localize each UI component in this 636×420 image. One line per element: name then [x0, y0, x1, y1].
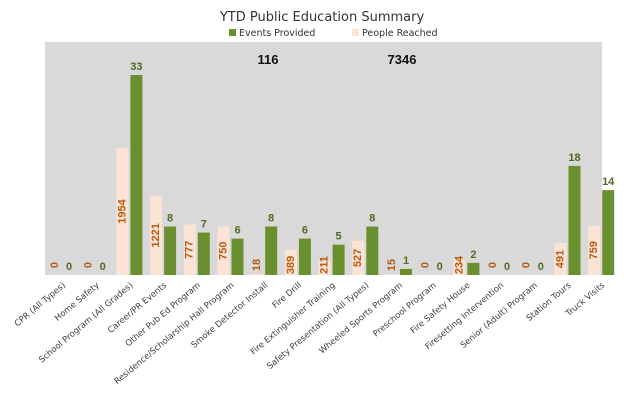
label-events-provided: 7	[201, 219, 207, 231]
label-people-reached: 750	[217, 241, 229, 259]
label-events-provided: 0	[538, 261, 544, 273]
label-people-reached: 527	[352, 249, 364, 267]
label-people-reached: 0	[83, 262, 95, 268]
bar-people-reached	[318, 261, 331, 275]
total-events: 116	[258, 52, 279, 67]
label-people-reached: 15	[386, 259, 398, 271]
bar-people-reached	[217, 226, 230, 275]
label-events-provided: 0	[66, 261, 72, 273]
legend: Events Provided People Reached	[229, 28, 438, 39]
x-tick-label: Residence/Scholarship Hall Program	[113, 281, 237, 387]
label-events-provided: 8	[167, 213, 173, 225]
label-people-reached: 389	[285, 256, 297, 274]
legend-swatch-events	[229, 29, 236, 36]
x-tick-label: Preschool Program	[371, 281, 438, 340]
bar-people-reached	[588, 225, 601, 275]
label-events-provided: 6	[234, 225, 240, 237]
label-people-reached: 1221	[150, 223, 162, 247]
bar-events-provided	[130, 75, 143, 275]
legend-label-events: Events Provided	[239, 28, 315, 39]
label-people-reached: 234	[453, 255, 465, 274]
bar-events-provided	[265, 226, 278, 275]
bar-people-reached	[150, 195, 163, 275]
label-events-provided: 33	[130, 61, 142, 73]
bar-events-provided	[231, 238, 244, 275]
x-tick-label: Career/PR Events	[106, 280, 169, 335]
bar-events-provided	[197, 232, 210, 275]
label-people-reached: 211	[319, 256, 331, 274]
label-events-provided: 2	[470, 249, 476, 261]
x-tick-label: Fire Drill	[271, 281, 304, 311]
bar-people-reached	[284, 249, 297, 275]
bar-people-reached	[386, 274, 398, 275]
bar-events-provided	[467, 262, 480, 275]
label-people-reached: 0	[521, 262, 533, 268]
label-people-reached: 0	[420, 262, 432, 268]
bar-people-reached	[453, 259, 466, 275]
total-people: 7346	[388, 52, 417, 67]
bar-people-reached	[554, 243, 567, 275]
label-people-reached: 0	[49, 262, 61, 268]
bar-people-reached	[251, 273, 264, 275]
label-people-reached: 18	[251, 259, 263, 271]
bar-events-provided	[366, 226, 379, 275]
label-people-reached: 491	[554, 250, 566, 268]
bar-events-provided	[298, 238, 311, 275]
bars	[116, 75, 615, 275]
label-events-provided: 1	[403, 255, 409, 267]
label-events-provided: 8	[369, 213, 375, 225]
label-events-provided: 18	[568, 152, 580, 164]
label-events-provided: 6	[302, 225, 308, 237]
label-people-reached: 777	[184, 241, 196, 259]
label-events-provided: 14	[602, 176, 615, 188]
legend-label-people: People Reached	[362, 28, 438, 39]
label-people-reached: 759	[588, 241, 600, 259]
data-labels: 0 0 0 0195433122187777750618838962115527815…	[49, 61, 615, 274]
label-events-provided: 0	[437, 261, 443, 273]
label-events-provided: 0	[100, 261, 106, 273]
bar-events-provided	[164, 226, 177, 275]
bar-events-provided	[332, 244, 345, 275]
label-people-reached: 0	[487, 262, 499, 268]
bar-people-reached	[116, 148, 129, 275]
bar-events-provided	[602, 190, 615, 275]
bar-events-provided	[568, 165, 581, 275]
x-tick-label: Fire Safety House	[409, 281, 472, 336]
label-events-provided: 0	[504, 261, 510, 273]
label-events-provided: 5	[336, 231, 342, 243]
plot-area	[45, 42, 602, 275]
label-people-reached: 1954	[116, 198, 128, 223]
legend-swatch-people	[352, 29, 359, 36]
bar-events-provided	[400, 268, 412, 275]
chart-title: YTD Public Education Summary	[219, 10, 425, 25]
bar-people-reached	[352, 240, 365, 275]
label-events-provided: 8	[268, 213, 274, 225]
bar-people-reached	[183, 224, 196, 275]
